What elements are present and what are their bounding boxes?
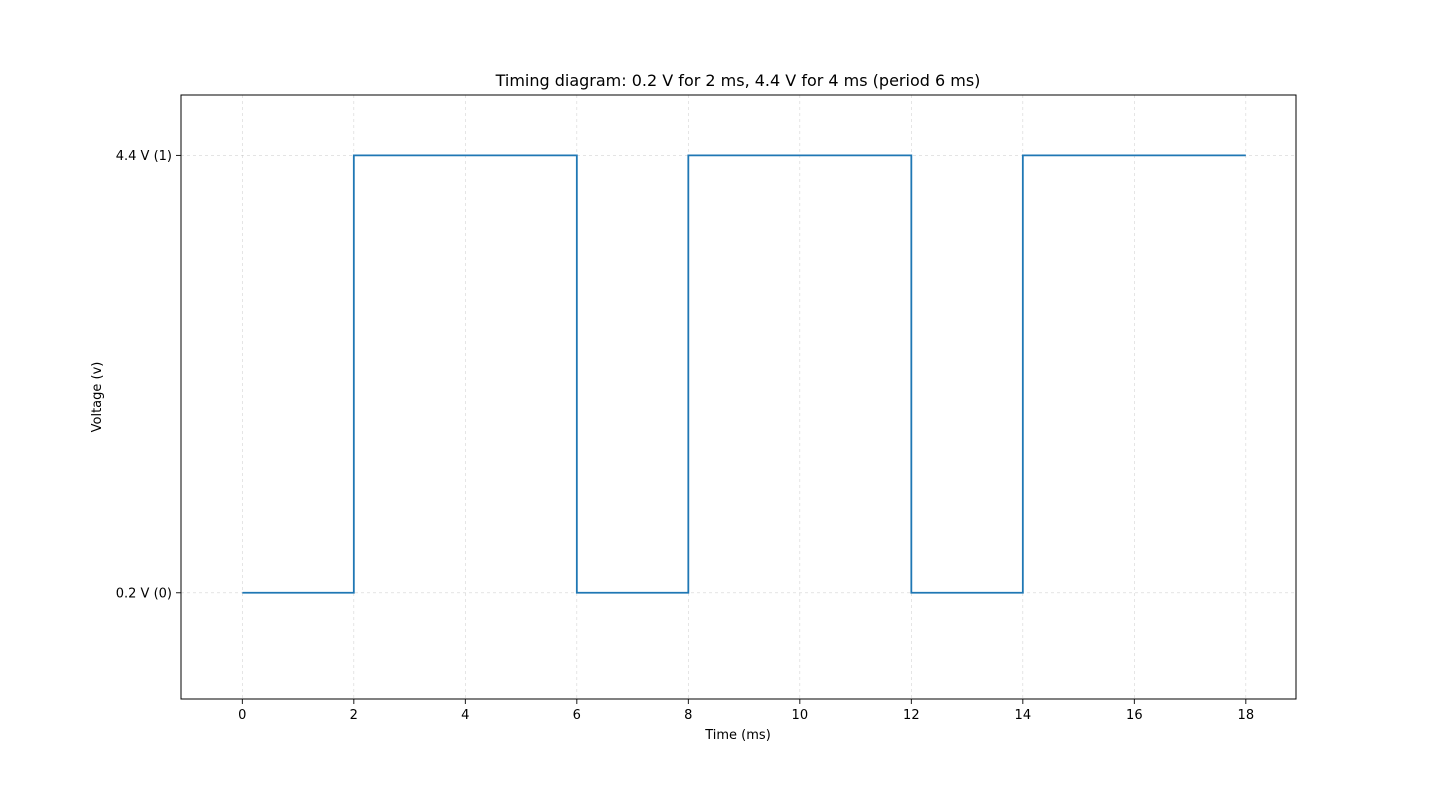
plot-area-frame [180,94,1297,700]
x-tick-label: 14 [1015,708,1032,723]
x-tick-label: 2 [350,708,358,723]
voltage-signal-line [242,154,1246,594]
x-tick-label: 4 [461,708,469,723]
grid-layer [181,95,1296,699]
x-axis-label: Time (ms) [704,728,771,743]
x-tick-label: 0 [238,708,246,723]
series-layer [242,154,1246,594]
x-tick-label: 6 [573,708,581,723]
x-tick-label: 12 [903,708,920,723]
x-tick-label: 10 [792,708,809,723]
y-axis-label: Voltage (v) [90,362,105,433]
y-tick-label: 4.4 V (1) [116,149,172,164]
x-tick-label: 8 [684,708,692,723]
chart-title: Timing diagram: 0.2 V for 2 ms, 4.4 V fo… [495,71,981,90]
y-tick-label: 0.2 V (0) [116,586,172,601]
y-axis: 0.2 V (0) 4.4 V (1) [116,149,181,601]
x-tick-label: 16 [1126,708,1143,723]
x-tick-label: 18 [1238,708,1255,723]
x-axis: 0 2 4 6 8 10 12 14 16 18 [238,699,1254,723]
